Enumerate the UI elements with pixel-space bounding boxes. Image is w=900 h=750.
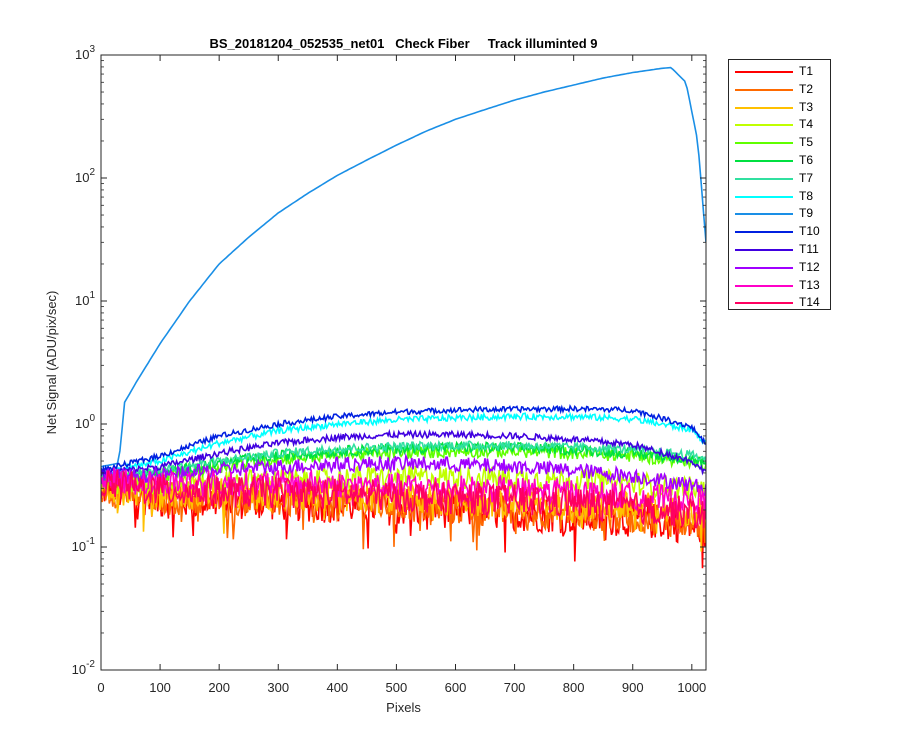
legend-label: T13 xyxy=(799,277,820,292)
y-axis-label: Net Signal (ADU/pix/sec) xyxy=(44,291,59,435)
legend-item-t14: T14 xyxy=(729,294,830,312)
legend-label: T8 xyxy=(799,188,814,203)
legend-item-t6: T6 xyxy=(729,152,830,170)
legend-item-t3: T3 xyxy=(729,99,830,117)
legend-swatch xyxy=(735,284,793,287)
legend-swatch xyxy=(735,249,793,251)
x-tick-label: 400 xyxy=(326,680,348,695)
legend-label: T7 xyxy=(799,170,814,185)
series-line-t14 xyxy=(101,469,706,529)
legend-item-t2: T2 xyxy=(729,81,830,99)
legend-swatch xyxy=(735,88,793,91)
series-line-t7 xyxy=(101,439,706,482)
legend-label: T2 xyxy=(799,81,814,96)
legend-swatch xyxy=(735,231,793,234)
legend-label: T1 xyxy=(799,64,814,78)
legend-swatch xyxy=(735,160,793,162)
series-line-t6 xyxy=(101,440,706,485)
legend-item-t5: T5 xyxy=(729,134,830,152)
series-line-t8 xyxy=(101,411,706,476)
legend-label: T10 xyxy=(799,224,820,239)
legend-swatch xyxy=(735,266,793,269)
legend-swatch xyxy=(735,124,793,127)
legend-label: T3 xyxy=(799,99,814,114)
x-tick-label: 300 xyxy=(267,680,289,695)
y-tick-label: 10-2 xyxy=(72,659,96,677)
legend-label: T6 xyxy=(799,153,814,167)
legend-label: T4 xyxy=(799,117,814,132)
y-tick-label: 102 xyxy=(75,167,95,185)
legend-swatch xyxy=(735,71,793,73)
legend-label: T5 xyxy=(799,135,814,150)
y-tick-label: 100 xyxy=(75,413,95,431)
legend-item-t7: T7 xyxy=(729,170,830,188)
series-line-t11 xyxy=(101,428,706,478)
y-tick-label: 10-1 xyxy=(72,536,96,554)
x-tick-label: 0 xyxy=(97,680,104,695)
legend-swatch xyxy=(735,177,793,180)
x-tick-label: 900 xyxy=(622,680,644,695)
legend-swatch xyxy=(735,142,793,145)
x-tick-label: 200 xyxy=(208,680,230,695)
series-line-t9 xyxy=(101,66,706,468)
legend-item-t10: T10 xyxy=(729,223,830,241)
x-tick-label: 500 xyxy=(386,680,408,695)
legend-label: T12 xyxy=(799,259,820,274)
series-line-t12 xyxy=(101,452,706,497)
legend-item-t12: T12 xyxy=(729,259,830,277)
y-tick-label: 101 xyxy=(75,290,95,308)
legend-item-t4: T4 xyxy=(729,116,830,134)
axes-box xyxy=(100,54,707,671)
legend-label: T9 xyxy=(799,206,814,221)
legend: T1 T2 T3 T4 T5 T6 T7 T8 T9 T10 T11 T12 T13 T14 xyxy=(728,59,831,310)
x-tick-label: 100 xyxy=(149,680,171,695)
x-tick-label: 800 xyxy=(563,680,585,695)
legend-label: T14 xyxy=(799,295,820,310)
chart-title: BS_20181204_052535_net01 Check Fiber Tra… xyxy=(209,36,598,51)
legend-item-t11: T11 xyxy=(729,241,830,259)
legend-swatch xyxy=(735,106,793,109)
legend-label: T11 xyxy=(799,242,819,256)
x-tick-label: 700 xyxy=(504,680,526,695)
legend-item-t8: T8 xyxy=(729,188,830,206)
legend-item-t1: T1 xyxy=(729,63,830,81)
series-line-t10 xyxy=(101,404,706,475)
y-tick-label: 103 xyxy=(75,44,95,62)
x-axis-label: Pixels xyxy=(386,700,421,715)
x-tick-label: 600 xyxy=(445,680,467,695)
legend-item-t9: T9 xyxy=(729,205,830,223)
legend-item-t13: T13 xyxy=(729,277,830,295)
legend-swatch xyxy=(735,213,793,216)
legend-swatch xyxy=(735,195,793,198)
x-tick-label: 1000 xyxy=(677,680,706,695)
legend-swatch xyxy=(735,302,793,305)
